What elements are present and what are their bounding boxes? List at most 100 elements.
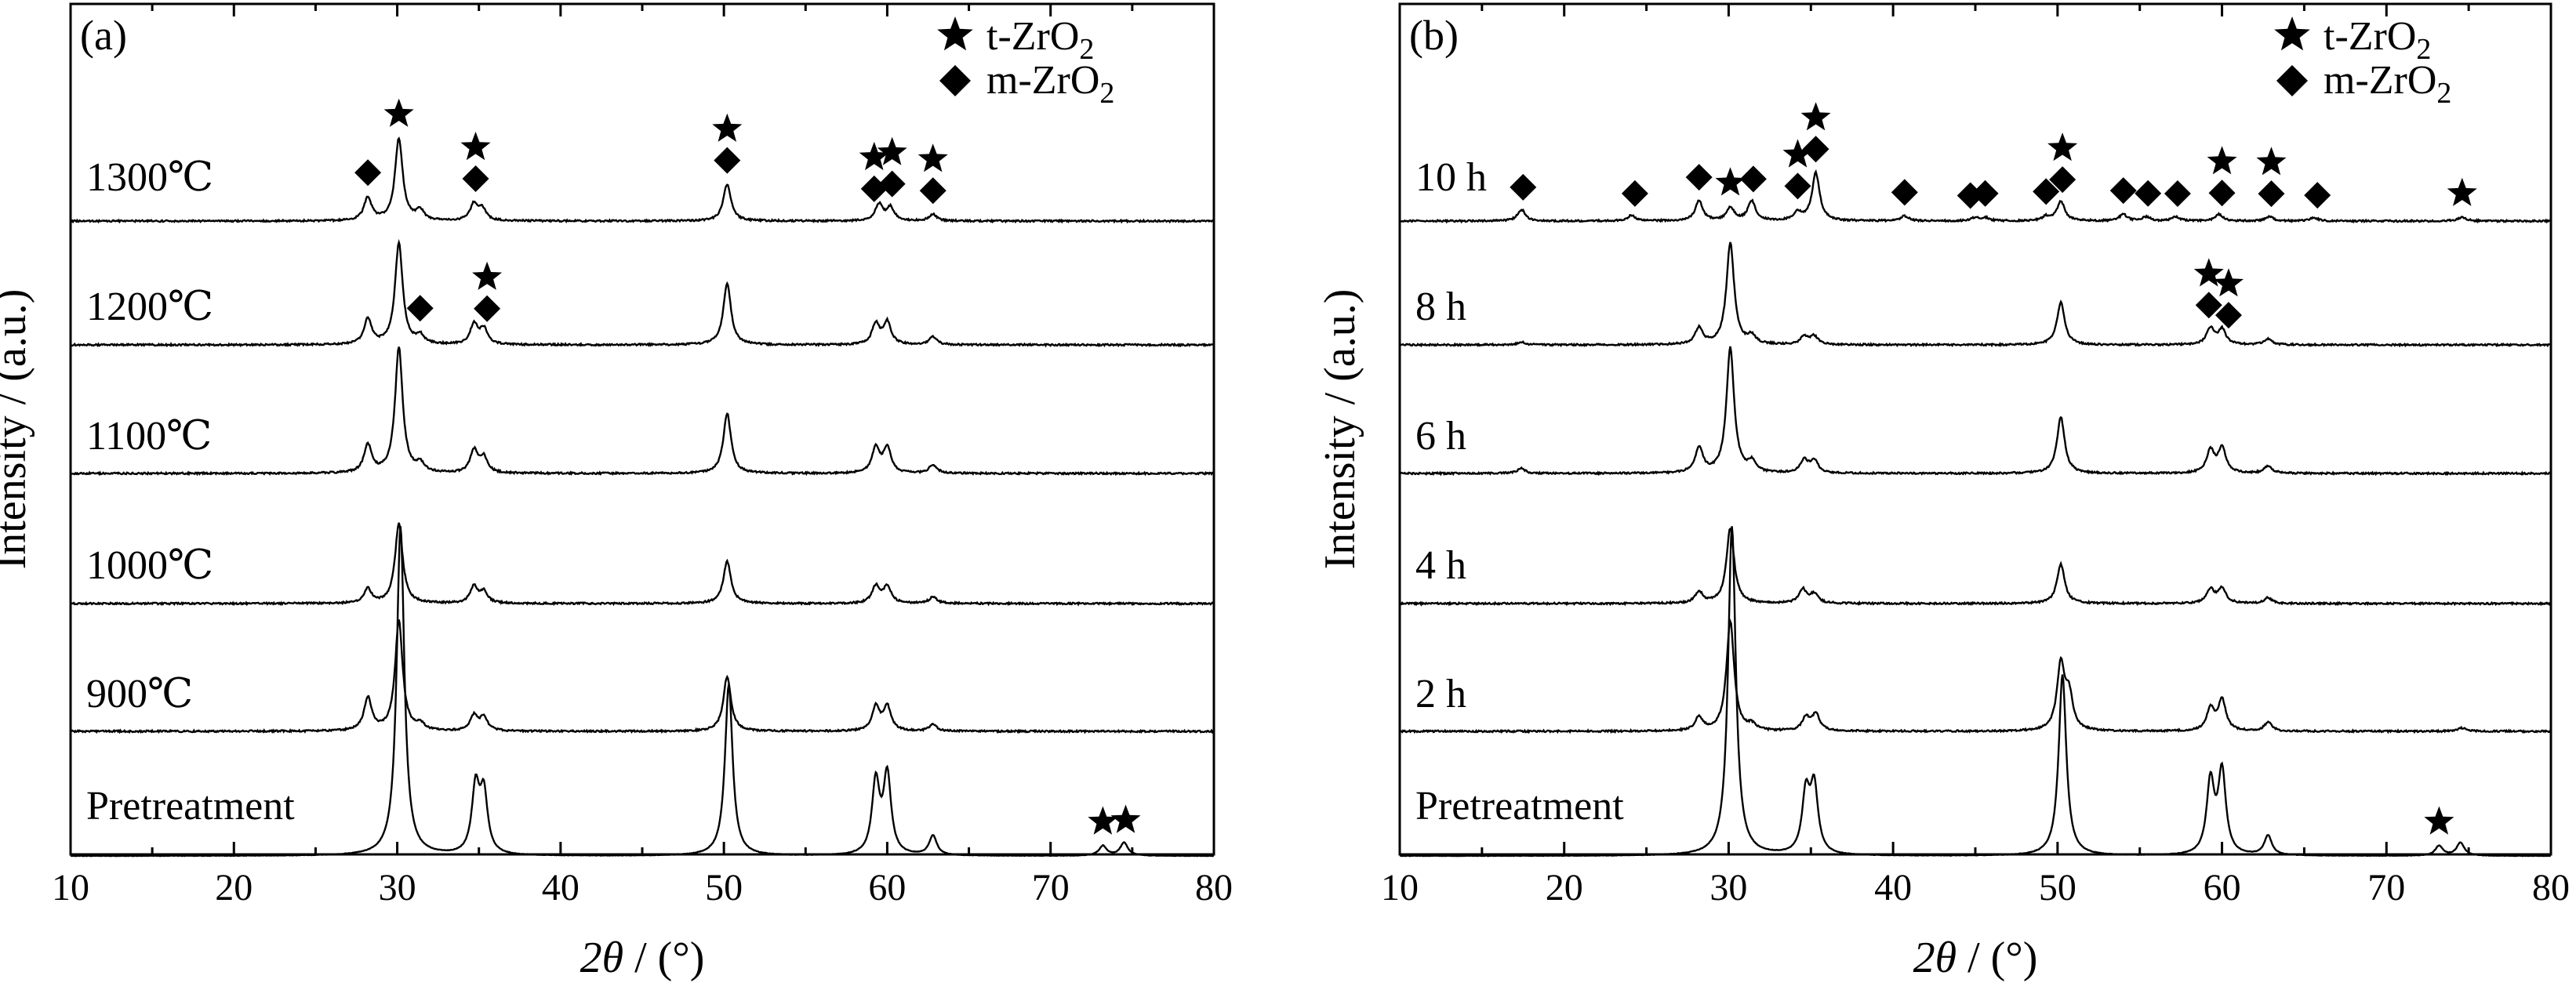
series-label: 10 h — [1415, 155, 1487, 200]
legend-diamond-icon — [2276, 65, 2308, 96]
peak-star-marker — [1715, 167, 1746, 196]
x-tick-label: 50 — [2039, 867, 2076, 908]
series-line — [1399, 527, 2552, 607]
series-label: Pretreatment — [1415, 784, 1624, 829]
panel-label: (b) — [1409, 12, 1459, 59]
series-label: 1100℃ — [86, 414, 212, 459]
peak-diamond-marker — [462, 165, 489, 193]
peak-star-marker — [460, 132, 491, 161]
peak-diamond-marker — [2109, 177, 2137, 205]
legend-diamond-icon — [939, 65, 971, 96]
peak-diamond-marker — [1891, 179, 1918, 206]
series-line — [1399, 241, 2552, 348]
peak-diamond-marker — [2135, 180, 2162, 207]
series-line — [1399, 618, 2552, 734]
x-tick-label: 60 — [868, 867, 906, 908]
panel-label: (a) — [80, 12, 127, 59]
panel-a: (a) Intensity / (a.u.) 2θ / (°) 10 20 30 40… — [0, 2, 1233, 982]
series-line — [1399, 346, 2552, 477]
series-label: 900℃ — [86, 672, 193, 716]
peak-star-marker — [2047, 132, 2078, 161]
peak-star-marker — [1782, 139, 1813, 168]
x-tick-label: 20 — [215, 867, 253, 908]
peak-diamond-marker — [2195, 292, 2222, 319]
series-line — [70, 238, 1215, 348]
peak-star-marker — [2447, 177, 2477, 206]
series-label: 6 h — [1415, 414, 1466, 459]
x-axis-title-symbol: 2θ — [580, 934, 624, 982]
peak-diamond-marker — [1685, 164, 1713, 191]
x-axis-title: 2θ / (°) — [580, 934, 705, 982]
peak-star-marker — [1800, 102, 1831, 131]
series-line — [70, 522, 1215, 607]
series-label: 4 h — [1415, 543, 1466, 588]
x-axis-title-unit: / (°) — [1957, 934, 2037, 982]
panel-b: (b) Intensity / (a.u.) 2θ / (°) 10 20 30 40… — [1316, 2, 2570, 982]
legend-star-icon — [937, 16, 973, 51]
x-axis-title: 2θ / (°) — [1913, 934, 2038, 982]
legend-label: t-ZrO2 — [986, 14, 1094, 66]
peak-diamond-marker — [406, 295, 434, 322]
peak-diamond-marker — [2049, 166, 2076, 194]
x-tick-label: 70 — [2367, 867, 2405, 908]
series-line — [1399, 169, 2552, 224]
legend-label: m-ZrO2 — [2323, 58, 2451, 110]
peak-diamond-marker — [1739, 165, 1767, 193]
series-line — [70, 136, 1215, 224]
peak-diamond-marker — [714, 147, 741, 174]
peak-star-marker — [383, 98, 414, 127]
peak-diamond-marker — [1621, 180, 1648, 207]
peak-star-marker — [2213, 268, 2244, 297]
y-axis-title: Intensity / (a.u.) — [0, 289, 35, 570]
peak-diamond-marker — [1802, 136, 1829, 163]
series-line — [70, 526, 1215, 858]
peak-diamond-marker — [1971, 180, 1999, 207]
peak-diamond-marker — [919, 177, 946, 205]
series-line — [1400, 526, 2552, 858]
legend-label: t-ZrO2 — [2323, 14, 2431, 66]
x-axis-title-symbol: 2θ — [1913, 934, 1957, 982]
peak-diamond-marker — [354, 159, 382, 187]
peak-diamond-marker — [2208, 180, 2236, 207]
series-label: 2 h — [1415, 672, 1466, 716]
peak-diamond-marker — [474, 295, 501, 322]
x-tick-label: 20 — [1546, 867, 1583, 908]
peak-diamond-marker — [2214, 302, 2242, 329]
legend-label: m-ZrO2 — [986, 58, 1114, 110]
peak-star-marker — [877, 136, 907, 165]
x-tick-label: 40 — [542, 867, 580, 908]
x-axis-title-unit: / (°) — [623, 934, 704, 982]
peak-diamond-marker — [1510, 173, 1537, 201]
peak-diamond-marker — [1784, 172, 1811, 200]
x-tick-label: 70 — [1032, 867, 1070, 908]
peak-star-marker — [2207, 146, 2237, 175]
x-tick-label: 80 — [2532, 867, 2570, 908]
x-tick-label: 80 — [1195, 867, 1233, 908]
x-tick-label: 30 — [379, 867, 416, 908]
plot-frame — [1398, 2, 2552, 856]
peak-star-marker — [1088, 806, 1118, 835]
peak-star-marker — [472, 261, 503, 290]
peak-star-marker — [859, 141, 889, 171]
series-label: 1000℃ — [86, 543, 213, 588]
peak-diamond-marker — [2258, 180, 2285, 208]
legend-star-icon — [2274, 16, 2310, 51]
x-tick-label: 60 — [2204, 867, 2241, 908]
series-label: 1200℃ — [86, 285, 213, 329]
series-label: Pretreatment — [86, 784, 295, 829]
peak-star-marker — [712, 113, 743, 142]
series-label: 8 h — [1415, 285, 1466, 329]
y-axis-title: Intensity / (a.u.) — [1316, 289, 1364, 570]
peak-star-marker — [2424, 806, 2454, 835]
x-tick-label: 10 — [1381, 867, 1419, 908]
series-line — [70, 619, 1215, 734]
peak-diamond-marker — [878, 170, 906, 198]
peak-diamond-marker — [2164, 180, 2191, 207]
peak-diamond-marker — [2304, 182, 2331, 209]
peak-star-marker — [2193, 258, 2224, 287]
series-line — [70, 346, 1215, 477]
peak-diamond-marker — [2033, 178, 2060, 205]
x-tick-label: 30 — [1709, 867, 1747, 908]
x-tick-label: 10 — [52, 867, 89, 908]
